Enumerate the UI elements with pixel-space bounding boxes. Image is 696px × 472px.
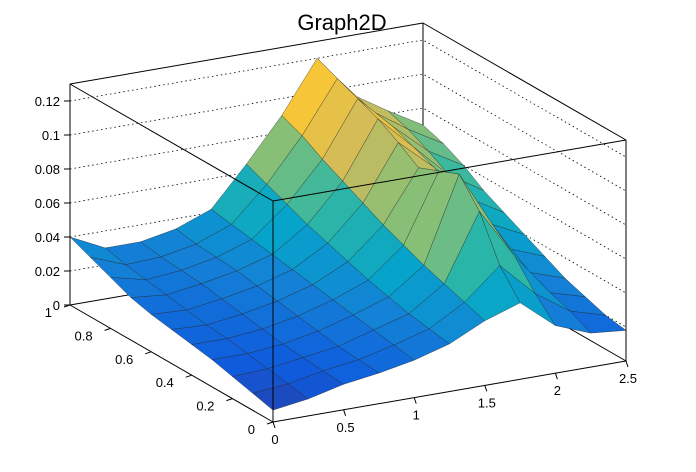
x-tick-mark (484, 385, 488, 392)
x-tick-label: 1.5 (478, 395, 496, 410)
axis-box-front (69, 83, 627, 423)
x-tick-mark (272, 421, 276, 429)
y-tick-mark (226, 398, 233, 402)
z-tick-label: 0.02 (35, 264, 60, 279)
frame-edge (272, 139, 627, 202)
x-tick-label: 1 (413, 408, 420, 423)
y-tick-label: 0.8 (75, 328, 93, 343)
z-axis-ticks: 0 0.02 0.04 0.06 0.08 0.1 0.12 (35, 94, 70, 313)
z-tick-label: 0.06 (35, 196, 60, 211)
frame-edge (69, 83, 274, 202)
z-tick-label: 0.04 (35, 230, 60, 245)
y-tick-mark (185, 374, 192, 378)
x-tick-label: 0.5 (337, 420, 355, 435)
y-tick-mark (145, 351, 152, 355)
x-tick-mark (413, 397, 417, 404)
y-tick-label: 0.6 (115, 352, 133, 367)
surface-mesh (69, 58, 627, 411)
y-tick-label: 1 (45, 305, 52, 320)
y-tick-label: 0.4 (156, 375, 174, 390)
z-tick-label: 0.1 (42, 128, 60, 143)
y-tick-mark (104, 327, 111, 331)
frame-edge (69, 304, 274, 423)
x-tick-label: 2.5 (619, 371, 637, 386)
y-tick-mark (266, 421, 274, 425)
z-gridline (69, 141, 627, 260)
z-gridline (69, 175, 627, 294)
z-gridline (69, 107, 627, 226)
x-tick-mark (343, 409, 347, 416)
x-tick-mark (554, 373, 558, 380)
z-tick-label: 0 (53, 298, 60, 313)
frame-edge (272, 360, 627, 423)
z-tick-label: 0.08 (35, 162, 60, 177)
frame-edge (422, 22, 627, 141)
frame-edge (69, 22, 424, 85)
surface-cell (252, 383, 309, 411)
x-tick-mark (625, 360, 629, 368)
z-gridline (69, 39, 627, 158)
z-tick-label: 0.12 (35, 94, 60, 109)
y-tick-label: 0.2 (196, 399, 214, 414)
x-axis-ticks: 0 0.5 1 1.5 2 2.5 (271, 360, 637, 447)
x-tick-label: 0 (271, 432, 278, 447)
y-axis-ticks: 0 0.2 0.4 0.6 0.8 1 (45, 304, 274, 437)
chart-title: Graph2D (297, 10, 386, 35)
y-tick-label: 0 (248, 422, 255, 437)
x-tick-label: 2 (554, 383, 561, 398)
